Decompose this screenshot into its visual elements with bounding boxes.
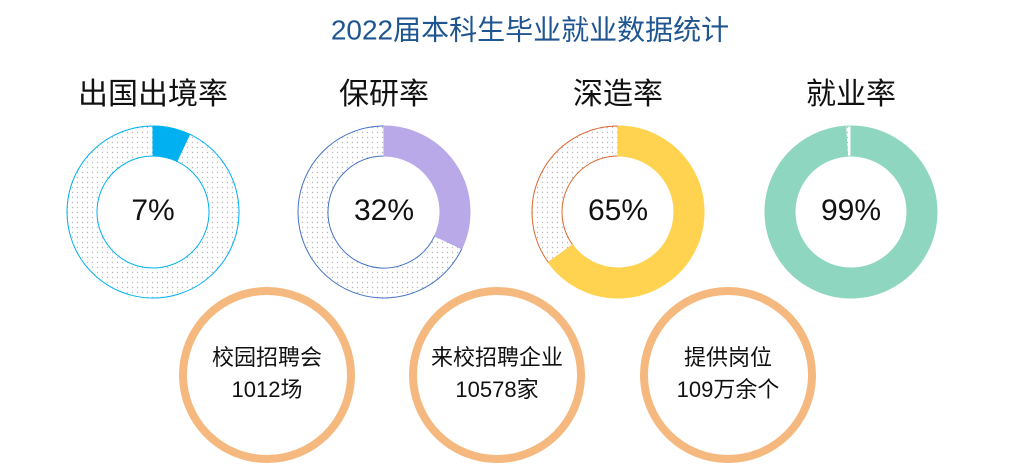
title: 2022届本科生毕业就业数据统计	[331, 14, 729, 45]
stat-line: 校园招聘会	[212, 345, 322, 370]
ring-label: 深造率	[573, 78, 663, 111]
ring-track	[297, 125, 463, 299]
ring-value: 32%	[354, 194, 414, 227]
stat-line: 1012场	[232, 377, 303, 402]
stat-line: 10578家	[455, 377, 538, 402]
ring-arc	[383, 125, 471, 250]
ring-arc	[547, 125, 705, 299]
ring-value: 7%	[131, 194, 174, 227]
ring-label: 就业率	[806, 78, 896, 111]
stat-line: 109万余个	[677, 377, 780, 402]
stat-circle	[409, 287, 585, 463]
ring-label: 保研率	[339, 78, 429, 111]
stat-circle	[179, 287, 355, 463]
ring-value: 99%	[821, 194, 881, 227]
ring-label: 出国出境率	[78, 78, 228, 111]
ring-track	[66, 125, 240, 299]
stat-circle	[640, 287, 816, 463]
ring-arc	[764, 125, 938, 299]
ring-arc	[152, 125, 191, 162]
ring-value: 65%	[588, 194, 648, 227]
ring-track	[531, 125, 619, 264]
stat-line: 来校招聘企业	[431, 345, 563, 370]
stat-line: 提供岗位	[684, 345, 772, 370]
